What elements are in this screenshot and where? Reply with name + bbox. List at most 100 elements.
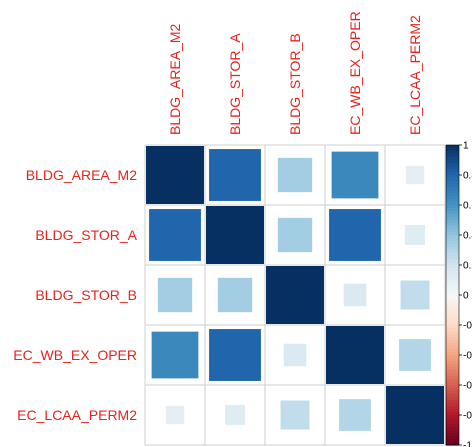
correlation-cell (165, 405, 185, 425)
colorbar-segment (446, 304, 459, 308)
correlation-cell (149, 209, 201, 261)
colorbar-segment (446, 145, 459, 149)
colorbar-tick-label: -0.6 (463, 381, 472, 392)
colorbar-segment (446, 373, 459, 377)
colorbar-segment (446, 436, 459, 440)
colorbar-segment (446, 259, 459, 263)
colorbar-segment (446, 385, 459, 389)
colorbar-segment (446, 361, 459, 365)
colorbar-segment (446, 343, 459, 347)
colorbar-segment (446, 175, 459, 179)
colorbar-segment (446, 157, 459, 161)
colorbar-segment (446, 148, 459, 152)
colorbar-segment (446, 265, 459, 269)
correlation-cell (386, 386, 444, 444)
colorbar-segment (446, 391, 459, 395)
colorbar-segment (446, 286, 459, 290)
correlation-cell (329, 209, 381, 261)
row-labels: BLDG_AREA_M2 BLDG_STOR_A BLDG_STOR_B EC_WB_… (13, 167, 137, 423)
colorbar-segment (446, 166, 459, 170)
column-label: BLDG_STOR_B (287, 33, 303, 135)
colorbar-tick-label: 0 (463, 291, 469, 302)
colorbar-tick-label: -0.2 (463, 321, 472, 332)
colorbar-segment (446, 172, 459, 176)
colorbar-segment (446, 367, 459, 371)
colorbar-segment (446, 163, 459, 167)
colorbar-segment (446, 262, 459, 266)
colorbar-segment (446, 301, 459, 305)
correlation-cell (343, 283, 367, 307)
colorbar-segment (446, 370, 459, 374)
colorbar-segment (446, 388, 459, 392)
colorbar-segment (446, 331, 459, 335)
colorbar-segment (446, 238, 459, 242)
colorbar-segment (446, 178, 459, 182)
correlation-cell (277, 217, 313, 253)
correlation-cell (217, 277, 253, 313)
correlation-cell (280, 400, 310, 430)
correlation-cell (157, 277, 193, 313)
colorbar-segment (446, 289, 459, 293)
correlation-cell (399, 339, 431, 371)
correlation-cell (283, 343, 307, 367)
column-label: EC_WB_EX_OPER (347, 11, 363, 135)
correlation-cells (146, 146, 444, 444)
row-label: BLDG_STOR_B (35, 287, 137, 303)
colorbar-segment (446, 241, 459, 245)
colorbar-segment (446, 403, 459, 407)
colorbar-segment (446, 184, 459, 188)
column-label: BLDG_STOR_A (227, 33, 243, 135)
colorbar-tick-label: 1 (463, 141, 469, 152)
colorbar-segment (446, 358, 459, 362)
colorbar-segment (446, 199, 459, 203)
correlation-cell (400, 280, 430, 310)
colorbar-segment (446, 253, 459, 257)
colorbar-segment (446, 424, 459, 428)
colorbar-tick-label: 0.8 (463, 171, 472, 182)
colorbar-segment (446, 196, 459, 200)
colorbar-segment (446, 232, 459, 236)
colorbar-segment (446, 211, 459, 215)
colorbar-segment (446, 364, 459, 368)
colorbar-segment (446, 376, 459, 380)
colorbar-segment (446, 154, 459, 158)
colorbar-segment (446, 226, 459, 230)
colorbar-segment (446, 325, 459, 329)
colorbar-segment (446, 415, 459, 419)
correlation-cell (339, 399, 371, 431)
colorbar-segment (446, 160, 459, 164)
correlation-cell (326, 326, 384, 384)
colorbar-segment (446, 217, 459, 221)
correlation-cell (209, 149, 261, 201)
colorbar-segment (446, 433, 459, 437)
correlation-cell (405, 165, 425, 185)
colorbar-segment (446, 337, 459, 341)
colorbar-segment (446, 283, 459, 287)
colorbar-segment (446, 316, 459, 320)
colorbar-segment (446, 295, 459, 299)
colorbar-segment (446, 292, 459, 296)
colorbar-segment (446, 394, 459, 398)
colorbar-segment (446, 223, 459, 227)
colorbar-segment (446, 202, 459, 206)
row-label: EC_WB_EX_OPER (13, 347, 137, 363)
column-labels: BLDG_AREA_M2 BLDG_STOR_A BLDG_STOR_B EC_WB_… (167, 11, 423, 135)
colorbar-tick-label: 0.2 (463, 261, 472, 272)
colorbar-segment (446, 406, 459, 410)
colorbar-segment (446, 340, 459, 344)
colorbar-tick-label: -1 (463, 441, 472, 447)
colorbar-segment (446, 277, 459, 281)
colorbar-segment (446, 151, 459, 155)
colorbar-segment (446, 181, 459, 185)
correlation-cell (209, 329, 261, 381)
colorbar-segment (446, 421, 459, 425)
colorbar-segment (446, 412, 459, 416)
colorbar-segment (446, 328, 459, 332)
colorbar-segment (446, 430, 459, 434)
colorbar-segment (446, 418, 459, 422)
colorbar-segment (446, 247, 459, 251)
colorbar-segment (446, 205, 459, 209)
correlation-cell (206, 206, 264, 264)
colorbar-segment (446, 280, 459, 284)
colorbar-segment (446, 379, 459, 383)
